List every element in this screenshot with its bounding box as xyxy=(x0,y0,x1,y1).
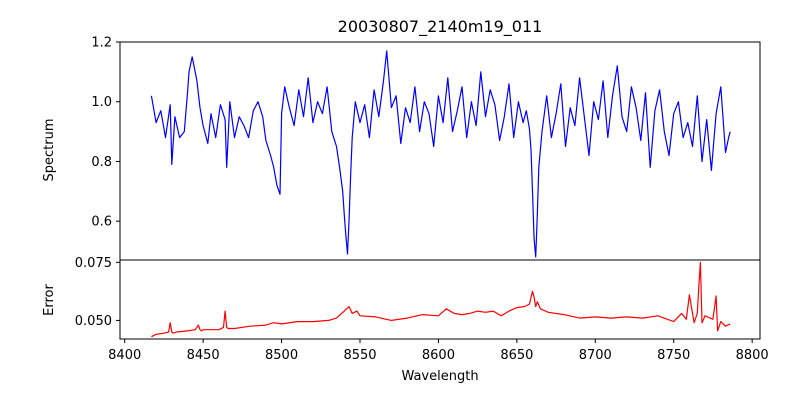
error-y-ticks: 0.050 0.075 xyxy=(75,256,120,329)
wavelength-x-tick-label: 8450 xyxy=(187,348,220,363)
wavelength-x-tick-label: 8550 xyxy=(343,348,376,363)
spectrum-axis-label: Spectrum xyxy=(42,119,57,182)
error-y-tick-label: 0.050 xyxy=(75,314,112,329)
wavelength-x-tick-label: 8700 xyxy=(579,348,612,363)
spectrum-y-ticks: 0.6 0.8 1.0 1.2 xyxy=(91,36,120,230)
wavelength-x-tick-label: 8800 xyxy=(736,348,769,363)
error-series-line xyxy=(151,261,731,338)
spectrum-y-tick-label: 1.0 xyxy=(91,95,112,110)
spectrum-y-tick-label: 0.8 xyxy=(91,155,112,170)
wavelength-x-tick-label: 8400 xyxy=(108,348,141,363)
wavelength-x-tick-label: 8500 xyxy=(265,348,298,363)
error-y-tick-label: 0.075 xyxy=(75,256,112,271)
spectrum-y-tick-label: 1.2 xyxy=(91,36,112,51)
error-axes-frame xyxy=(119,259,761,340)
error-axis-label: Error xyxy=(42,284,57,316)
wavelength-x-tick-label: 8750 xyxy=(657,348,690,363)
chart-title: 20030807_2140m19_011 xyxy=(338,17,543,37)
spectrum-series xyxy=(150,50,731,258)
wavelength-axis-label: Wavelength xyxy=(401,369,478,384)
wavelength-x-tick-label: 8600 xyxy=(422,348,455,363)
wavelength-x-tick-label: 8650 xyxy=(500,348,533,363)
spectrum-y-tick-label: 0.6 xyxy=(91,215,112,230)
spectrum-series-line xyxy=(150,50,731,258)
error-series xyxy=(151,261,731,338)
error-panel: Error 0.050 0.075 8400 8450 8500 8550 8600 865… xyxy=(42,256,769,384)
wavelength-x-ticks: 8400 8450 8500 8550 8600 8650 8700 8750 8800 xyxy=(108,339,769,363)
